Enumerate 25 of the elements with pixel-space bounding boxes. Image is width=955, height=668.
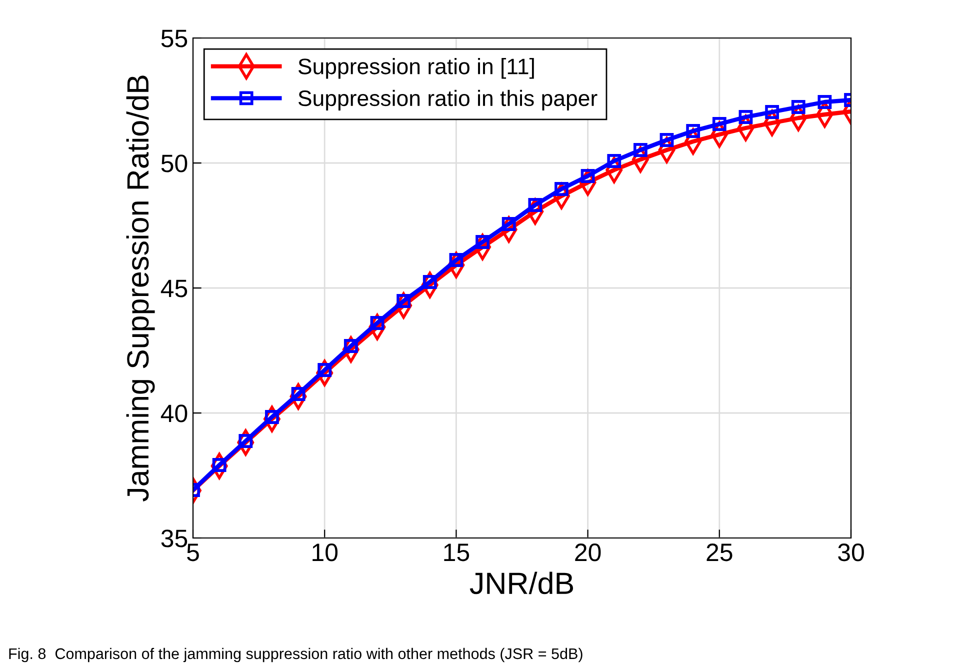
y-tick-label: 45 [160,280,188,298]
point [765,105,779,119]
x-tick-label: 20 [575,544,601,562]
point [686,124,700,138]
x-tick-label: 5 [187,544,199,562]
x-axis-title: JNR/dB [470,572,574,594]
legend-label: Suppression ratio in [11] [298,58,534,79]
point [818,95,832,109]
y-tick-label: 35 [161,530,188,548]
y-tick-label: 40 [160,404,188,422]
x-tick-label: 15 [444,544,470,562]
point [791,100,806,114]
x-tick-label: 10 [312,544,338,562]
point [660,133,674,147]
point [712,117,726,131]
caption: Fig. 8 Comparison of the jamming suppression ratio with other methods (JSR = 5dB) [9,648,582,662]
point [738,110,753,124]
legend-label: Suppression ratio in this paper [298,90,598,111]
point [607,154,622,168]
x-tick-label: 30 [838,544,864,562]
y-axis-title: Jamming Suppression Ratio/dB [126,76,155,502]
x-tick-label: 25 [706,544,732,562]
y-tick-label: 55 [161,30,188,48]
y-tick-label: 50 [161,154,188,172]
point [633,143,648,157]
